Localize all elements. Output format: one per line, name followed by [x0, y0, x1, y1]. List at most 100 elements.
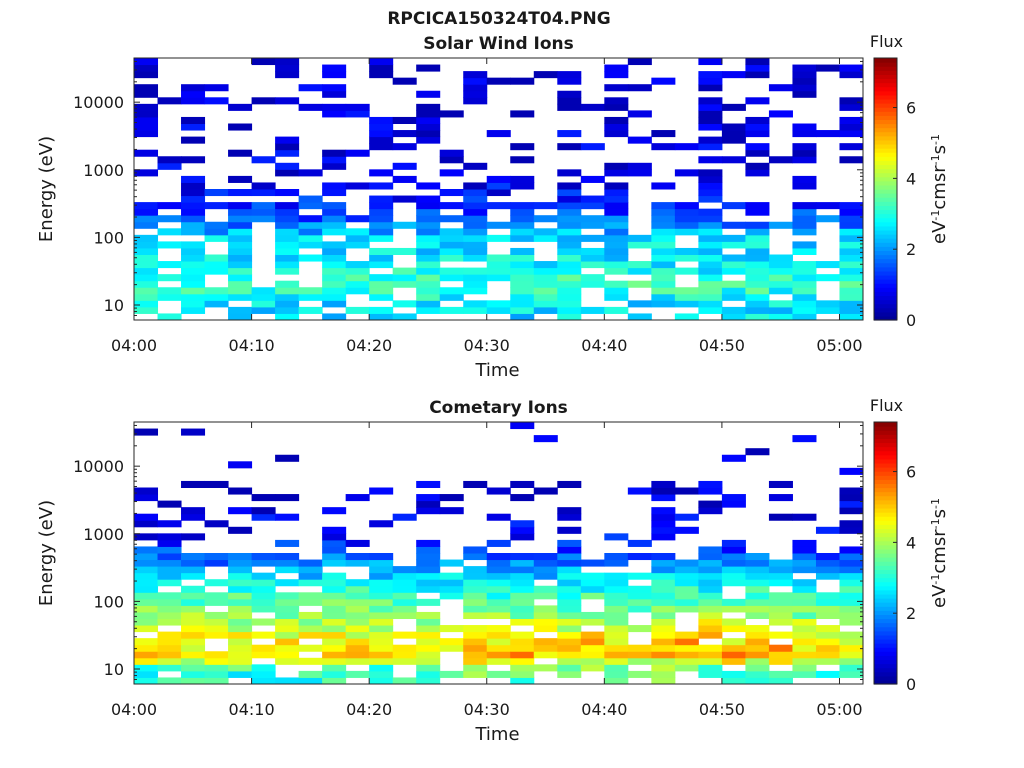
heatmap-cell: [557, 215, 582, 223]
heatmap-cell: [228, 254, 253, 262]
heatmap-cell: [416, 287, 441, 295]
heatmap-cell: [463, 657, 488, 665]
heatmap-cell: [486, 559, 511, 567]
heatmap-cell: [627, 644, 652, 652]
heatmap-cell: [134, 71, 159, 79]
heatmap-cell: [580, 280, 605, 288]
colorbar-segment: [874, 663, 897, 669]
heatmap-cell: [792, 651, 817, 659]
colorbar-segment: [874, 197, 897, 202]
heatmap-cell: [228, 618, 253, 626]
heatmap-cell: [228, 559, 253, 567]
colorbar-title: Flux: [870, 32, 903, 51]
heatmap-cell: [651, 221, 676, 229]
heatmap-cell: [416, 90, 441, 98]
colorbar-segment: [874, 303, 897, 309]
heatmap-cell: [322, 149, 347, 157]
heatmap-cell: [533, 215, 558, 223]
colorbar-segment: [874, 201, 897, 206]
heatmap-cell: [698, 585, 723, 593]
heatmap-cell: [486, 175, 511, 183]
heatmap-cell: [486, 598, 511, 606]
heatmap-cell: [416, 247, 441, 255]
heatmap-cell: [463, 553, 488, 561]
colorbar-segment: [874, 585, 897, 591]
heatmap-cell: [839, 215, 864, 223]
heatmap-cell: [839, 546, 864, 554]
heatmap-cell: [439, 507, 464, 515]
heatmap-cell: [721, 677, 746, 685]
heatmap-cell: [345, 306, 370, 314]
heatmap-cell: [369, 572, 394, 580]
heatmap-cell: [557, 293, 582, 301]
heatmap-cell: [345, 182, 370, 190]
heatmap-cell: [322, 677, 347, 685]
heatmap-cell: [298, 287, 323, 295]
heatmap-cell: [815, 670, 840, 678]
heatmap-cell: [486, 182, 511, 190]
heatmap-cell: [557, 625, 582, 633]
heatmap-cell: [768, 598, 793, 606]
heatmap-cell: [181, 670, 206, 678]
heatmap-cell: [604, 533, 629, 541]
colorbar-segment: [874, 225, 897, 231]
heatmap-cell: [627, 84, 652, 92]
heatmap-cell: [369, 247, 394, 255]
heatmap-cell: [604, 267, 629, 275]
heatmap-cell: [698, 670, 723, 678]
heatmap-cell: [839, 261, 864, 269]
heatmap-cell: [698, 71, 723, 79]
heatmap-cell: [627, 651, 652, 659]
heatmap-cell: [345, 585, 370, 593]
heatmap-cell: [181, 611, 206, 619]
heatmap-cell: [369, 202, 394, 210]
heatmap-cell: [745, 71, 770, 79]
heatmap-cell: [157, 579, 182, 587]
heatmap-cell: [557, 559, 582, 567]
heatmap-cell: [251, 293, 276, 301]
heatmap-cell: [134, 605, 159, 613]
heatmap-cell: [369, 585, 394, 593]
heatmap-cell: [792, 64, 817, 72]
heatmap-cell: [416, 631, 441, 639]
heatmap-cell: [181, 585, 206, 593]
y-tick-label: 10: [104, 296, 124, 315]
heatmap-cell: [557, 546, 582, 554]
heatmap-cell: [251, 287, 276, 295]
colorbar-segment: [874, 679, 897, 685]
heatmap-cell: [369, 670, 394, 678]
heatmap-cell: [322, 313, 347, 321]
panel-title: Cometary Ions: [429, 398, 568, 418]
heatmap-cell: [134, 215, 159, 223]
heatmap-cell: [745, 585, 770, 593]
heatmap-cell: [181, 156, 206, 164]
heatmap-cell: [181, 618, 206, 626]
heatmap-cell: [792, 274, 817, 282]
heatmap-cell: [510, 175, 535, 183]
heatmap-cell: [275, 618, 300, 626]
heatmap-cell: [604, 306, 629, 314]
colorbar-segment: [874, 274, 897, 280]
y-tick-label: 1000: [83, 161, 124, 180]
heatmap-cell: [157, 228, 182, 236]
heatmap-cell: [721, 280, 746, 288]
heatmap-cell: [228, 631, 253, 639]
heatmap-cell: [204, 189, 229, 197]
heatmap-cell: [275, 149, 300, 157]
heatmap-cell: [439, 241, 464, 249]
heatmap-cell: [439, 169, 464, 177]
heatmap-cell: [486, 585, 511, 593]
heatmap-cell: [345, 228, 370, 236]
heatmap-cell: [275, 513, 300, 521]
heatmap-cell: [815, 553, 840, 561]
heatmap-cell: [298, 657, 323, 665]
heatmap-cell: [557, 182, 582, 190]
heatmap-cell: [768, 631, 793, 639]
heatmap-cell: [721, 306, 746, 314]
x-tick-label: 04:40: [581, 700, 627, 719]
heatmap-cell: [275, 644, 300, 652]
heatmap-cell: [557, 605, 582, 613]
heatmap-cell: [557, 274, 582, 282]
heatmap-cell: [322, 546, 347, 554]
heatmap-cell: [510, 526, 535, 534]
